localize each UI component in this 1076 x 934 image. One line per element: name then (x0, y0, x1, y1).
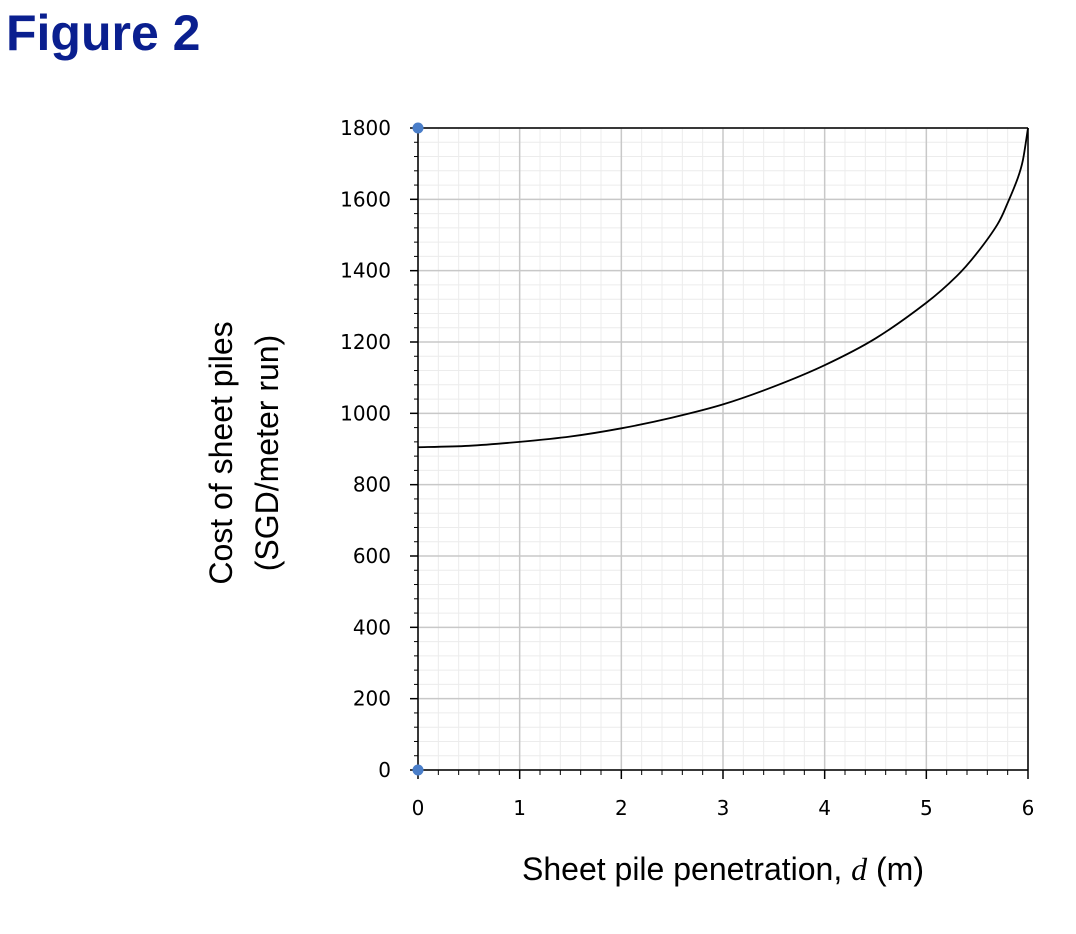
y-tick-label: 800 (353, 473, 391, 497)
series-layer (417, 127, 1029, 449)
x-axis-title-variable: d (851, 851, 868, 887)
y-axis-title-line1: Cost of sheet piles (203, 321, 239, 584)
y-axis-title: Cost of sheet piles (SGD/meter run) (203, 321, 285, 584)
major-gridlines (417, 127, 1029, 771)
tick-marks (410, 127, 1029, 779)
y-tick-label: 200 (353, 687, 391, 711)
figure-label: Figure 2 (6, 5, 201, 61)
y-tick-label: 1000 (340, 401, 391, 425)
y-tick-label: 1400 (340, 259, 391, 283)
y-tick-label: 0 (378, 758, 391, 782)
x-tick-label: 1 (513, 796, 526, 820)
y-tick-label: 600 (353, 544, 391, 568)
y-tick-label: 1600 (340, 187, 391, 211)
y-tick-label: 400 (353, 615, 391, 639)
y-tick-label: 1800 (340, 116, 391, 140)
data-marker (412, 122, 424, 134)
series-line (417, 127, 1029, 449)
x-tick-labels: 0 1 2 3 4 5 6 (412, 796, 1035, 820)
x-tick-label: 5 (920, 796, 933, 820)
x-axis-title-suffix: (m) (867, 851, 924, 887)
x-tick-label: 6 (1022, 796, 1035, 820)
y-axis-title-line2: (SGD/meter run) (249, 335, 285, 571)
x-tick-label: 3 (717, 796, 730, 820)
x-axis-title: Sheet pile penetration, d (m) (522, 851, 924, 887)
x-axis-title-prefix: Sheet pile penetration, (522, 851, 851, 887)
x-tick-label: 0 (412, 796, 425, 820)
y-tick-labels: 0 200 400 600 800 1000 1200 1400 1600 1800 (340, 116, 391, 782)
y-tick-label: 1200 (340, 330, 391, 354)
x-tick-label: 4 (818, 796, 831, 820)
x-tick-label: 2 (615, 796, 628, 820)
markers-layer (412, 122, 424, 776)
data-marker (412, 764, 424, 776)
